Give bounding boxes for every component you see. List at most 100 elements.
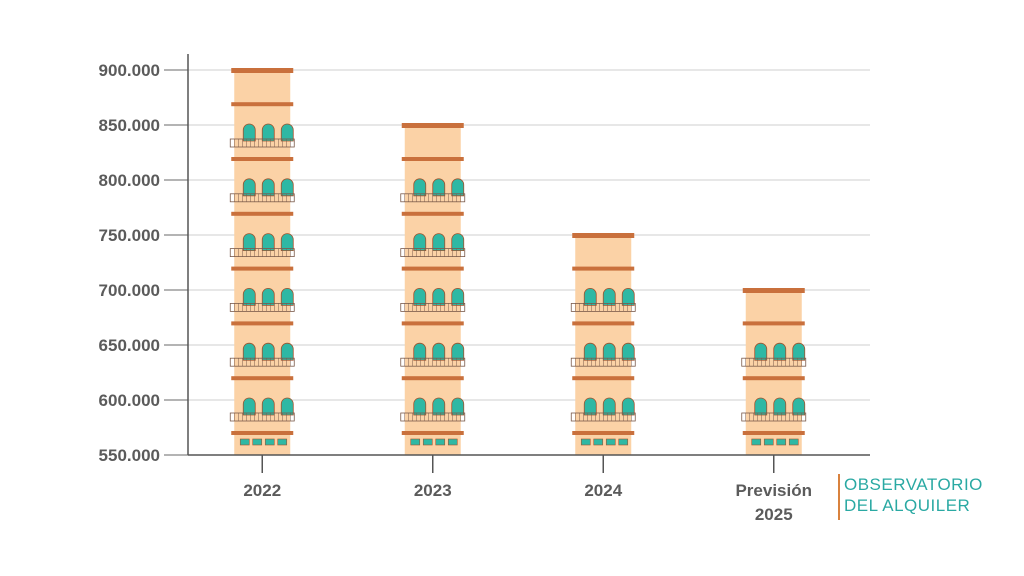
floor-ledge — [572, 376, 635, 381]
ground-ledge — [742, 431, 805, 435]
window — [621, 397, 635, 416]
window — [432, 342, 446, 361]
y-tick-label: 900.000 — [99, 61, 160, 80]
roof-ledge — [742, 288, 805, 293]
gridlines — [188, 69, 870, 401]
window — [242, 342, 256, 361]
window — [792, 397, 806, 416]
floor-ledge — [231, 211, 294, 216]
shop-window — [422, 438, 433, 446]
floor-ledge — [742, 376, 805, 381]
y-tick-label: 750.000 — [99, 226, 160, 245]
shop-window — [593, 438, 604, 446]
floor-ledge — [401, 321, 464, 326]
window — [280, 178, 294, 197]
logo-line-2: DEL ALQUILER — [844, 496, 971, 515]
shop-window — [239, 438, 250, 446]
window — [451, 233, 465, 251]
shop-window — [277, 438, 288, 446]
window — [602, 288, 616, 306]
window — [754, 342, 768, 361]
floor-ledge — [572, 321, 635, 326]
bar-previsión-2025 — [741, 288, 807, 455]
logo-line-1: OBSERVATORIO — [844, 475, 983, 494]
floor-ledge — [572, 266, 635, 271]
window — [451, 397, 465, 416]
y-tick-label: 600.000 — [99, 391, 160, 410]
window — [583, 288, 597, 306]
floor-ledge — [401, 211, 464, 216]
window — [792, 342, 806, 361]
shop-window — [435, 438, 446, 446]
window — [242, 123, 256, 142]
x-category-label: 2025 — [755, 505, 793, 524]
window — [242, 233, 256, 251]
floor-ledge — [231, 102, 294, 107]
ground-ledge — [572, 431, 635, 435]
bar — [404, 125, 461, 455]
window — [413, 233, 427, 251]
window — [280, 342, 294, 361]
window — [432, 397, 446, 416]
window — [413, 178, 427, 197]
shop-window — [580, 438, 591, 446]
window — [773, 397, 787, 416]
ground-ledge — [231, 431, 294, 435]
shop-window — [605, 438, 616, 446]
window — [280, 288, 294, 306]
shop-window — [264, 438, 275, 446]
window — [242, 288, 256, 306]
shop-window — [447, 438, 458, 446]
y-tick-label: 700.000 — [99, 281, 160, 300]
floor-ledge — [401, 266, 464, 271]
window — [261, 178, 275, 197]
window — [242, 178, 256, 197]
y-tick-label: 850.000 — [99, 116, 160, 135]
floor-ledge — [401, 376, 464, 381]
window — [621, 288, 635, 306]
axes — [164, 54, 870, 473]
shop-window — [751, 438, 762, 446]
shop-window — [410, 438, 421, 446]
y-tick-labels: 550.000 600.000 650.000 700.000 750.000 800.0… — [99, 61, 160, 465]
window — [413, 288, 427, 306]
floor-ledge — [401, 157, 464, 161]
roof-ledge — [572, 233, 635, 238]
window — [413, 342, 427, 361]
roof-ledge — [231, 68, 294, 73]
y-tick-label: 800.000 — [99, 171, 160, 190]
bar-2023 — [400, 123, 466, 455]
window — [413, 397, 427, 416]
window — [261, 288, 275, 306]
floor-ledge — [231, 376, 294, 381]
shop-window — [252, 438, 263, 446]
ground-ledge — [401, 431, 464, 435]
window — [432, 178, 446, 197]
window — [602, 397, 616, 416]
window — [280, 123, 294, 142]
window — [280, 397, 294, 416]
window — [432, 233, 446, 251]
bars — [229, 68, 807, 455]
floor-ledge — [742, 321, 805, 326]
window — [242, 397, 256, 416]
bar-2022 — [229, 68, 295, 455]
shop-window — [763, 438, 774, 446]
bar — [745, 290, 802, 455]
window — [261, 123, 275, 142]
shop-window — [788, 438, 799, 446]
window — [432, 288, 446, 306]
window — [280, 233, 294, 251]
floor-ledge — [231, 157, 294, 161]
window — [621, 342, 635, 361]
x-category-label: 2024 — [584, 481, 622, 500]
x-category-labels: 2022 2023 2024 Previsión 2025 — [243, 481, 812, 524]
window — [261, 397, 275, 416]
x-category-label: Previsión — [735, 481, 812, 500]
roof-ledge — [401, 123, 464, 128]
floor-ledge — [231, 266, 294, 271]
window — [261, 342, 275, 361]
shop-window — [776, 438, 787, 446]
window — [451, 342, 465, 361]
